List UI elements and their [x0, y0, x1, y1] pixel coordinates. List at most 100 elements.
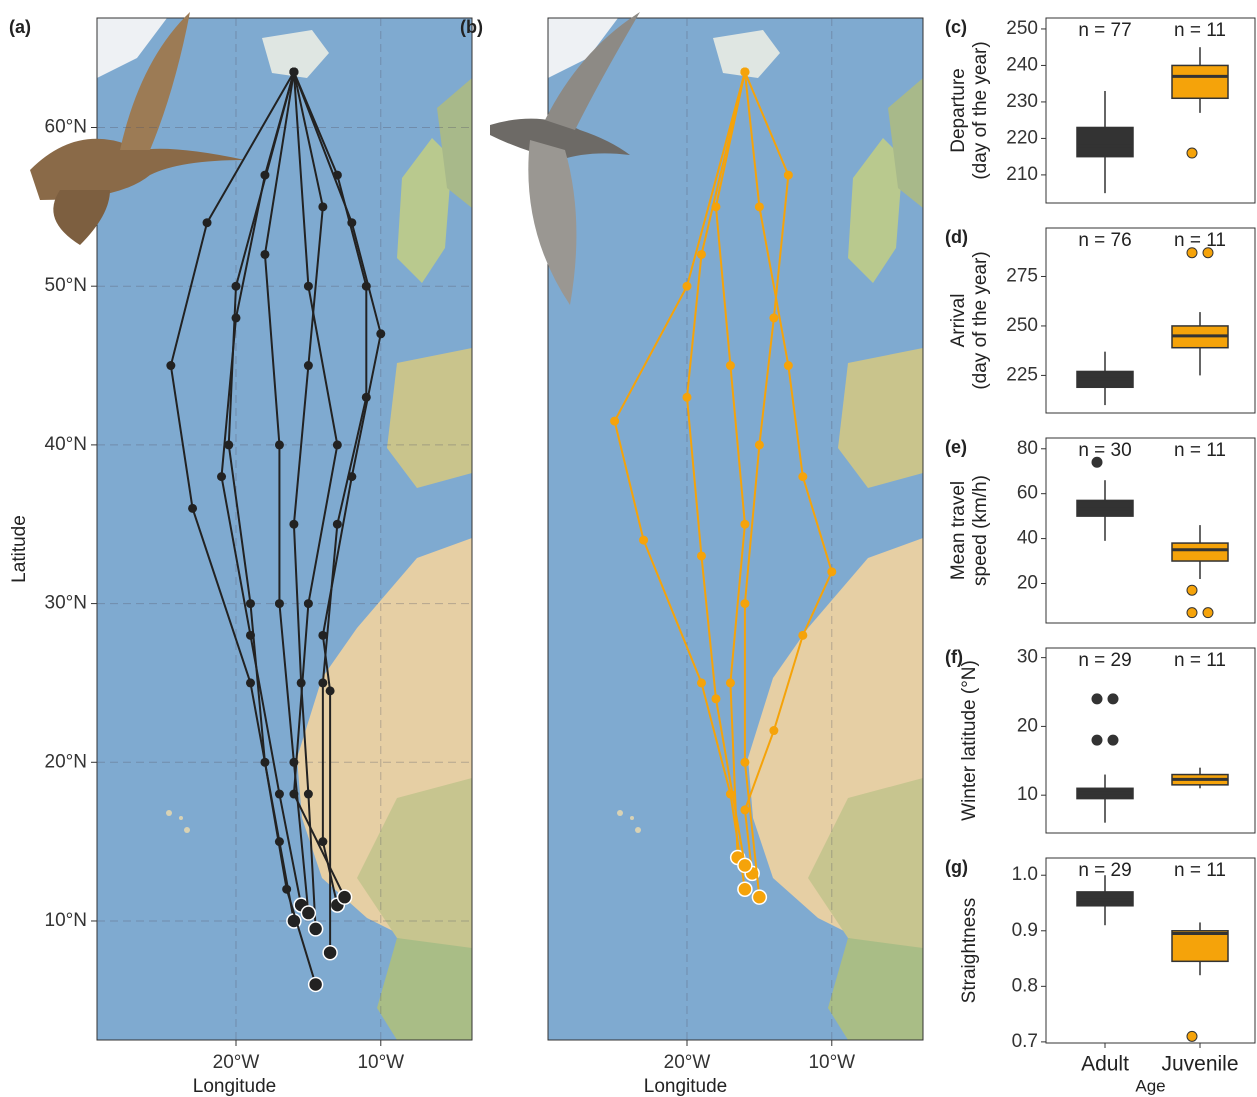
y-tick-label: 225 — [1006, 364, 1038, 385]
y-tick-label: 10 — [1017, 784, 1038, 805]
track-end — [738, 882, 752, 896]
track-point — [784, 361, 793, 370]
y-tick-label: 240 — [1006, 54, 1038, 75]
track-point — [610, 417, 619, 426]
track-point — [769, 313, 778, 322]
y-tick-label: 0.7 — [1012, 1031, 1038, 1052]
track-point — [740, 758, 749, 767]
y-tick-label: 20°N — [45, 751, 87, 772]
outlier — [1203, 248, 1213, 258]
box — [1077, 127, 1133, 156]
map-background — [548, 18, 923, 1040]
track-point — [682, 393, 691, 402]
y-tick-label: 10°N — [45, 910, 87, 931]
track-point — [188, 504, 197, 513]
x-tick-label: 10°W — [808, 1052, 855, 1073]
panel-label: (a) — [9, 17, 31, 37]
track-point — [827, 567, 836, 576]
x-tick-label: 10°W — [357, 1052, 404, 1073]
y-tick-label: 60 — [1017, 483, 1038, 504]
y-tick-label: 20 — [1017, 573, 1038, 594]
panel-label: (c) — [945, 17, 967, 37]
track-point — [304, 790, 313, 799]
track-end — [752, 890, 766, 904]
track-point — [326, 686, 335, 695]
figure: (a)20°W10°W10°N20°N30°N40°N50°N60°NLongi… — [0, 0, 1257, 1097]
track-point — [726, 678, 735, 687]
track-point — [333, 440, 342, 449]
x-axis-label: Longitude — [644, 1076, 727, 1097]
y-tick-label: 220 — [1006, 127, 1038, 148]
track-point — [289, 790, 298, 799]
track-end — [738, 858, 752, 872]
box — [1172, 65, 1228, 98]
track-point — [769, 726, 778, 735]
track-point — [304, 599, 313, 608]
sample-size: n = 11 — [1174, 650, 1226, 671]
outlier — [1187, 608, 1197, 618]
sample-size: n = 29 — [1078, 650, 1131, 671]
outlier — [1092, 735, 1102, 745]
panel-label: (b) — [460, 17, 483, 37]
track-point — [304, 361, 313, 370]
track-end — [338, 890, 352, 904]
x-tick-label: Adult — [1081, 1053, 1129, 1076]
box — [1172, 931, 1228, 962]
y-tick-label: 20 — [1017, 715, 1038, 736]
track-point — [740, 805, 749, 814]
track-point — [347, 218, 356, 227]
track-point — [260, 758, 269, 767]
y-tick-label: 40°N — [45, 434, 87, 455]
track-end — [309, 977, 323, 991]
outlier — [1187, 585, 1197, 595]
track-point — [784, 171, 793, 180]
outlier — [1108, 694, 1118, 704]
track-point — [740, 599, 749, 608]
track-end — [309, 922, 323, 936]
track-point — [318, 678, 327, 687]
sample-size: n = 76 — [1078, 230, 1131, 251]
sample-size: n = 11 — [1174, 440, 1226, 461]
track-point — [217, 472, 226, 481]
y-tick-label: 40 — [1017, 528, 1038, 549]
outlier — [1108, 735, 1118, 745]
x-axis-label: Age — [1135, 1076, 1165, 1095]
track-point — [246, 678, 255, 687]
track-point — [697, 678, 706, 687]
track-point — [755, 202, 764, 211]
y-axis-label: (day of the year) — [970, 251, 991, 389]
x-tick-label: Juvenile — [1161, 1053, 1238, 1076]
plot-frame — [1046, 648, 1255, 833]
y-tick-label: 0.8 — [1012, 975, 1038, 996]
track-point — [376, 329, 385, 338]
box — [1172, 543, 1228, 561]
y-tick-label: 250 — [1006, 315, 1038, 336]
track-point — [282, 885, 291, 894]
track-point — [639, 536, 648, 545]
track-point — [166, 361, 175, 370]
track-point — [318, 202, 327, 211]
y-axis-label: Departure — [948, 68, 969, 153]
y-tick-label: 0.9 — [1012, 920, 1038, 941]
track-point — [697, 250, 706, 259]
track-point — [333, 520, 342, 529]
y-axis-label: Straightness — [959, 898, 980, 1004]
track-end — [323, 946, 337, 960]
track-point — [711, 694, 720, 703]
plot-frame — [1046, 438, 1255, 623]
track-point — [289, 520, 298, 529]
sample-size: n = 11 — [1174, 20, 1226, 41]
sample-size: n = 11 — [1174, 860, 1226, 881]
track-point — [798, 472, 807, 481]
track-point — [203, 218, 212, 227]
track-point — [289, 67, 298, 76]
outlier — [1187, 1031, 1197, 1041]
track-point — [347, 472, 356, 481]
x-tick-label: 20°W — [664, 1052, 711, 1073]
page: {"chart_data": [ {"type": "line", "panel… — [0, 0, 1257, 1097]
y-tick-label: 210 — [1006, 164, 1038, 185]
y-tick-label: 80 — [1017, 438, 1038, 459]
track-point — [755, 440, 764, 449]
y-tick-label: 60°N — [45, 117, 87, 138]
y-axis-label: Arrival — [948, 294, 969, 348]
